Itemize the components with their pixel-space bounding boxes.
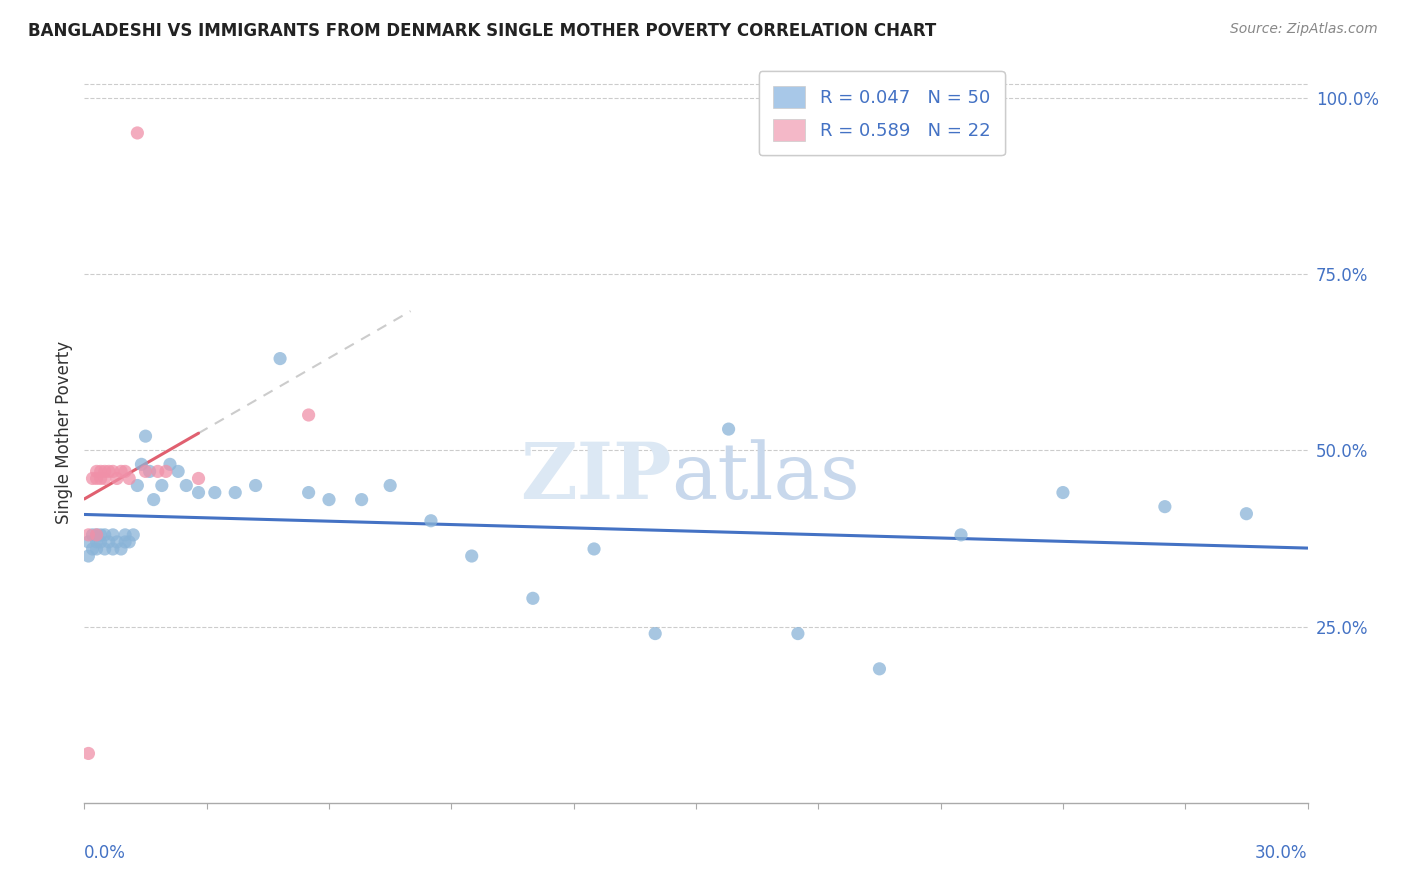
Point bbox=[245, 478, 267, 492]
Point bbox=[105, 535, 128, 549]
Point bbox=[717, 422, 740, 436]
Point bbox=[93, 464, 115, 478]
Point bbox=[174, 478, 197, 492]
Point bbox=[93, 528, 115, 542]
Point bbox=[1236, 507, 1258, 521]
Point bbox=[82, 541, 104, 556]
Y-axis label: Single Mother Poverty: Single Mother Poverty bbox=[55, 341, 73, 524]
Point bbox=[159, 458, 181, 472]
Point bbox=[522, 591, 544, 606]
Point bbox=[110, 464, 132, 478]
Point bbox=[187, 471, 209, 485]
Point bbox=[1052, 485, 1074, 500]
Point bbox=[82, 471, 104, 485]
Point bbox=[90, 528, 112, 542]
Point bbox=[269, 351, 291, 366]
Point bbox=[101, 528, 124, 542]
Point bbox=[318, 492, 340, 507]
Point bbox=[101, 464, 124, 478]
Point bbox=[110, 541, 132, 556]
Point bbox=[787, 626, 810, 640]
Point bbox=[869, 662, 891, 676]
Point bbox=[204, 485, 226, 500]
Point bbox=[90, 535, 112, 549]
Point bbox=[155, 464, 177, 478]
Point bbox=[118, 471, 141, 485]
Text: 30.0%: 30.0% bbox=[1256, 844, 1308, 862]
Point bbox=[86, 528, 108, 542]
Point bbox=[77, 535, 100, 549]
Point bbox=[105, 471, 128, 485]
Point bbox=[77, 549, 100, 563]
Point bbox=[86, 541, 108, 556]
Point bbox=[114, 464, 136, 478]
Point bbox=[82, 528, 104, 542]
Point bbox=[93, 541, 115, 556]
Text: atlas: atlas bbox=[672, 439, 860, 515]
Point bbox=[135, 464, 157, 478]
Point bbox=[114, 528, 136, 542]
Point bbox=[114, 535, 136, 549]
Point bbox=[461, 549, 484, 563]
Point bbox=[583, 541, 606, 556]
Text: 0.0%: 0.0% bbox=[84, 844, 127, 862]
Point bbox=[644, 626, 666, 640]
Point bbox=[86, 464, 108, 478]
Point bbox=[93, 471, 115, 485]
Point bbox=[90, 471, 112, 485]
Text: Source: ZipAtlas.com: Source: ZipAtlas.com bbox=[1230, 22, 1378, 37]
Point bbox=[350, 492, 373, 507]
Point bbox=[90, 464, 112, 478]
Point bbox=[86, 535, 108, 549]
Point bbox=[86, 528, 108, 542]
Point bbox=[127, 478, 149, 492]
Point bbox=[950, 528, 973, 542]
Point bbox=[142, 492, 165, 507]
Point bbox=[97, 535, 120, 549]
Point bbox=[420, 514, 443, 528]
Point bbox=[298, 408, 321, 422]
Point bbox=[118, 535, 141, 549]
Point bbox=[138, 464, 160, 478]
Point bbox=[122, 528, 145, 542]
Point bbox=[146, 464, 169, 478]
Point bbox=[97, 464, 120, 478]
Point bbox=[135, 429, 157, 443]
Point bbox=[77, 747, 100, 761]
Point bbox=[224, 485, 246, 500]
Point bbox=[77, 528, 100, 542]
Point bbox=[298, 485, 321, 500]
Text: BANGLADESHI VS IMMIGRANTS FROM DENMARK SINGLE MOTHER POVERTY CORRELATION CHART: BANGLADESHI VS IMMIGRANTS FROM DENMARK S… bbox=[28, 22, 936, 40]
Point bbox=[86, 471, 108, 485]
Point bbox=[380, 478, 402, 492]
Point bbox=[1154, 500, 1177, 514]
Point bbox=[150, 478, 173, 492]
Point bbox=[187, 485, 209, 500]
Legend: R = 0.047   N = 50, R = 0.589   N = 22: R = 0.047 N = 50, R = 0.589 N = 22 bbox=[758, 71, 1005, 155]
Point bbox=[131, 458, 153, 472]
Point bbox=[101, 541, 124, 556]
Text: ZIP: ZIP bbox=[520, 439, 672, 515]
Point bbox=[127, 126, 149, 140]
Point bbox=[167, 464, 190, 478]
